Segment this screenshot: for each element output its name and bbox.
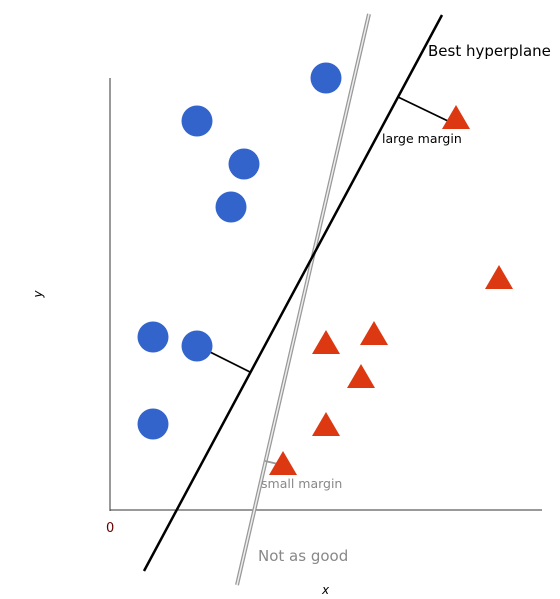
triangle-point [442,105,470,129]
origin-label: 0 [106,521,114,536]
large-margin-line-right [397,96,451,123]
triangle-point [360,321,388,345]
triangle-point [485,265,513,289]
not-as-good-label: Not as good [258,547,348,565]
circle-point [215,191,247,223]
large-margin-label: large margin [382,131,462,146]
triangle-point [347,364,375,388]
triangle-point [312,330,340,354]
circle-point [181,105,213,137]
circle-point [228,148,260,180]
circle-point [181,330,213,362]
large-margin-line-left [205,349,251,373]
y-axis-label: y [31,290,45,299]
triangle-point [269,451,297,475]
triangle-point [312,412,340,436]
best-hyperplane-label: Best hyperplane [428,42,551,60]
small-margin-label: small margin [261,476,342,491]
circle-point [137,321,169,353]
triangle-class-points [269,105,513,475]
circle-point [137,408,169,440]
best-hyperplane [142,14,444,572]
circle-class-points [137,62,342,440]
alt-hyperplane [235,13,371,586]
x-axis-label: x [321,583,330,597]
circle-point [310,62,342,94]
